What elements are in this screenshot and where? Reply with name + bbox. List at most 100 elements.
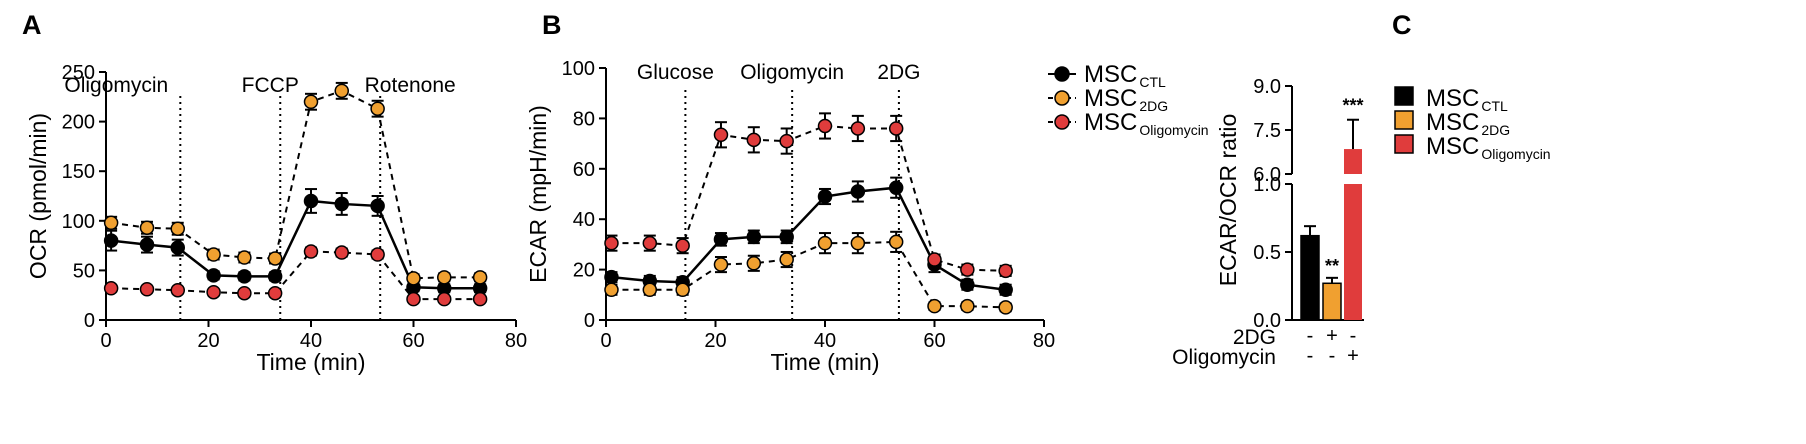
y-axis-label: ECAR/OCR ratio	[1215, 114, 1241, 287]
data-point	[237, 285, 252, 301]
data-point	[267, 251, 283, 266]
bar-group-0	[1300, 225, 1320, 321]
bar-lower-segment	[1344, 184, 1362, 320]
legend-label: MSC Oligomycin	[1426, 133, 1551, 162]
y-tick-label: 40	[573, 209, 595, 231]
x-tick-label: 80	[1033, 330, 1055, 352]
x-tick-label: 0	[600, 330, 611, 352]
data-point	[206, 268, 221, 283]
x-axis-label: Time (min)	[770, 349, 879, 375]
x-tick-label: 80	[505, 330, 527, 352]
y-tick-label: 0	[84, 310, 95, 332]
legend-label: MSC Oligomycin	[1084, 109, 1209, 138]
injection-label: Oligomycin	[64, 74, 168, 97]
legend-marker	[1054, 114, 1070, 130]
data-point	[779, 133, 794, 149]
data-point	[370, 101, 385, 116]
legend-label: MSC CTL	[1426, 85, 1508, 114]
significance-label: **	[1325, 256, 1339, 276]
panel-label-a: A	[22, 10, 42, 40]
y-tick-label: 50	[73, 260, 95, 282]
legend-marker	[1054, 66, 1070, 82]
data-point	[267, 269, 283, 284]
condition-value: -	[1307, 345, 1314, 367]
legend-label: MSC CTL	[1084, 61, 1166, 90]
ocr-chart: 0 50 100 150 200 250 0 20 40 60 80 Time (min) OCR (p…	[25, 62, 527, 375]
x-tick-label: 60	[402, 330, 424, 352]
data-point	[103, 281, 119, 296]
data-point	[998, 282, 1013, 298]
data-point	[960, 298, 975, 314]
data-point	[888, 180, 904, 195]
data-point	[472, 270, 488, 285]
data-point	[334, 245, 349, 260]
data-point	[817, 235, 833, 251]
data-point	[642, 235, 658, 251]
data-point	[927, 252, 942, 267]
y-tick-label: 0.5	[1253, 242, 1281, 264]
data-point	[888, 234, 904, 250]
data-point	[267, 285, 283, 301]
data-point	[406, 291, 421, 307]
y-tick-label: 100	[562, 58, 595, 80]
data-point	[139, 281, 155, 297]
data-point	[170, 282, 185, 298]
legend-main: MSC	[1426, 133, 1479, 160]
data-point	[370, 247, 385, 262]
data-point	[642, 282, 658, 298]
y-tick-label: 0	[584, 310, 595, 332]
data-point	[604, 269, 619, 285]
y-tick-label: 9.0	[1253, 76, 1281, 98]
data-point	[746, 132, 762, 148]
bar	[1322, 282, 1342, 321]
data-point	[779, 229, 794, 245]
data-point	[850, 235, 866, 251]
data-point	[303, 94, 319, 110]
condition-value: +	[1326, 325, 1338, 347]
series-0	[604, 176, 1013, 298]
bar-group-1: **	[1322, 256, 1342, 321]
data-point	[406, 271, 421, 286]
y-tick-label: 100	[62, 211, 95, 233]
x-tick-label: 40	[300, 330, 322, 352]
series-2	[103, 244, 488, 307]
x-tick-label: 20	[197, 330, 219, 352]
data-point	[370, 198, 385, 214]
data-point	[103, 215, 119, 231]
series-line	[611, 186, 1006, 291]
series-2	[604, 112, 1013, 279]
legend-main: MSC	[1084, 109, 1137, 136]
legend-subscript: Oligomycin	[1481, 146, 1550, 162]
data-point	[998, 300, 1013, 315]
data-point	[817, 189, 833, 204]
legend-swatch	[1394, 86, 1414, 106]
series-line	[611, 240, 1006, 309]
y-tick-label: 0.0	[1253, 310, 1281, 332]
injection-label: Rotenone	[365, 74, 456, 97]
panel-label-c: C	[1392, 10, 1412, 40]
data-point	[206, 284, 221, 300]
legend-label: MSC 2DG	[1084, 85, 1168, 114]
series-0	[103, 188, 488, 296]
data-point	[206, 247, 221, 262]
data-point	[998, 263, 1013, 279]
legend-subscript: CTL	[1139, 74, 1166, 90]
data-point	[170, 240, 185, 255]
legend-subscript: CTL	[1481, 98, 1508, 114]
series-1	[103, 81, 488, 286]
condition-value: -	[1350, 325, 1357, 347]
data-point	[437, 291, 452, 307]
bar	[1300, 234, 1320, 321]
data-point	[888, 121, 904, 136]
condition-label: 2DG	[1233, 326, 1276, 349]
data-point	[334, 196, 349, 212]
data-point	[334, 83, 349, 99]
injection-label: 2DG	[877, 61, 920, 84]
data-point	[237, 269, 252, 284]
injection-label: Glucose	[637, 61, 714, 84]
data-point	[437, 270, 452, 285]
significance-label: ***	[1342, 96, 1363, 116]
data-point	[960, 262, 975, 277]
series-1	[604, 230, 1013, 315]
